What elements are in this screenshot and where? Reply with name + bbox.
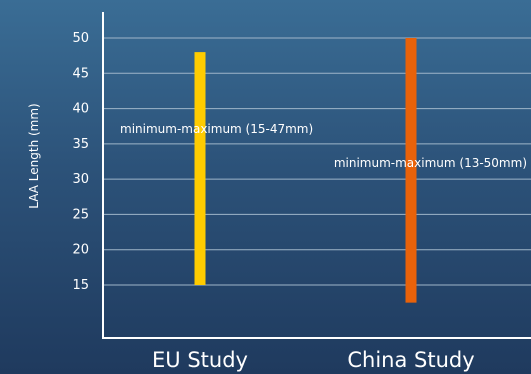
y-tick-label-15: 15 xyxy=(72,278,89,293)
range-bar-2 xyxy=(405,38,417,303)
annotations: minimum-maximum (15-47mm) minimum-maximum… xyxy=(120,122,527,170)
y-tick-label-45: 45 xyxy=(72,66,89,81)
gridlines xyxy=(103,37,531,286)
y-tick-label-50: 50 xyxy=(72,31,89,46)
y-tick-label-35: 35 xyxy=(72,137,89,152)
x-category-label-1: EU Study xyxy=(152,348,248,372)
range-annotation-2: minimum-maximum (13-50mm) xyxy=(334,156,527,170)
y-tick-label-40: 40 xyxy=(72,102,89,117)
y-tick-label-20: 20 xyxy=(72,243,89,258)
y-axis-ticks: 15 20 25 30 35 40 45 50 xyxy=(72,31,89,293)
range-bar-1 xyxy=(194,52,206,285)
range-annotation-1: minimum-maximum (15-47mm) xyxy=(120,122,313,136)
x-category-label-2: China Study xyxy=(347,348,474,372)
range-bars xyxy=(194,38,417,303)
y-tick-label-30: 30 xyxy=(72,172,89,187)
y-tick-label-25: 25 xyxy=(72,207,89,222)
y-axis-title: LAA Length (mm) xyxy=(27,103,41,208)
category-labels: EU Study China Study xyxy=(152,348,475,372)
